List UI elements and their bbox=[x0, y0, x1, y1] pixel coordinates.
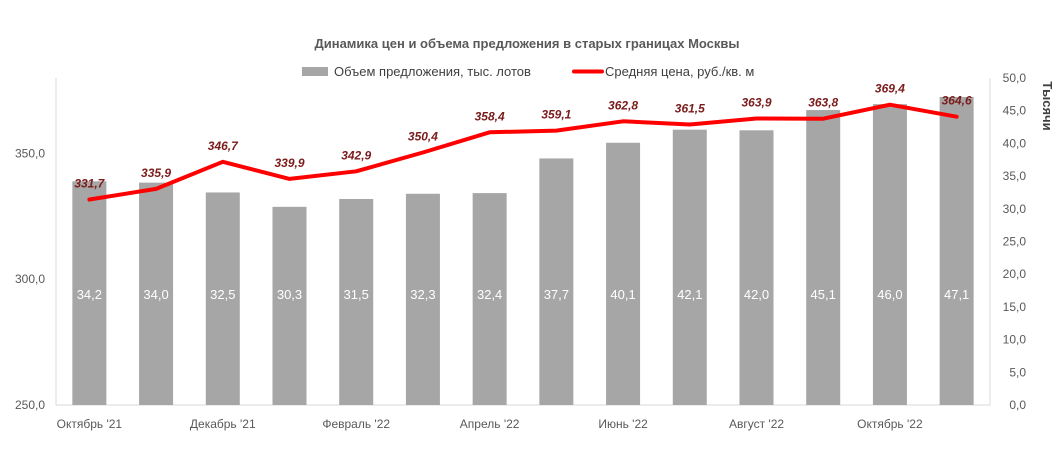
price-value-label: 335,9 bbox=[141, 166, 171, 180]
bar-value-label: 31,5 bbox=[344, 287, 369, 302]
right-tick-label: 10,0 bbox=[1003, 333, 1027, 347]
bar bbox=[139, 182, 174, 405]
legend-label-bars: Объем предложения, тыс. лотов bbox=[334, 64, 531, 79]
price-value-label: 350,4 bbox=[408, 129, 438, 143]
legend-label-line: Средняя цена, руб./кв. м bbox=[605, 64, 754, 79]
x-tick-label: Октябрь '21 bbox=[57, 417, 123, 431]
left-tick-label: 250,0 bbox=[15, 398, 45, 412]
price-value-label: 359,1 bbox=[541, 108, 571, 122]
right-tick-label: 25,0 bbox=[1003, 235, 1027, 249]
price-labels: 331,7 335,9 346,7 339,9 342,9 350,4 358,4 359,1… bbox=[74, 82, 972, 191]
bar bbox=[872, 104, 907, 405]
bar-labels: 34,2 34,0 32,5 30,3 31,5 32,3 32,4 37,7 40,1 42,1… bbox=[77, 287, 970, 302]
price-value-label: 369,4 bbox=[875, 82, 905, 96]
bar bbox=[472, 193, 507, 405]
bar-value-label: 37,7 bbox=[544, 287, 569, 302]
bar bbox=[72, 181, 107, 405]
bar bbox=[405, 193, 440, 405]
price-value-label: 342,9 bbox=[341, 148, 371, 162]
price-value-label: 362,8 bbox=[608, 98, 638, 112]
bar-value-label: 32,3 bbox=[410, 287, 435, 302]
right-tick-label: 40,0 bbox=[1003, 136, 1027, 150]
x-tick-label: Август '22 bbox=[729, 417, 784, 431]
chart-title: Динамика цен и объема предложения в стар… bbox=[314, 36, 739, 51]
legend: Объем предложения, тыс. лотов Средняя це… bbox=[302, 64, 754, 79]
price-value-label: 363,8 bbox=[808, 96, 838, 110]
bar-value-label: 42,1 bbox=[677, 287, 702, 302]
bar-value-label: 34,2 bbox=[77, 287, 102, 302]
bar-value-label: 34,0 bbox=[143, 287, 168, 302]
bar bbox=[272, 206, 307, 405]
bar-value-label: 47,1 bbox=[944, 287, 969, 302]
right-axis-ticks: 0,0 5,0 10,0 15,0 20,0 25,0 30,0 35,0 40,0 45,0 50… bbox=[1003, 71, 1027, 412]
bar bbox=[339, 198, 374, 405]
bar bbox=[205, 192, 240, 405]
price-value-label: 361,5 bbox=[675, 102, 705, 116]
left-tick-label: 300,0 bbox=[15, 272, 45, 286]
price-line bbox=[87, 102, 959, 202]
price-value-label: 339,9 bbox=[274, 156, 304, 170]
right-tick-label: 35,0 bbox=[1003, 169, 1027, 183]
price-value-label: 331,7 bbox=[74, 176, 105, 190]
bar-value-label: 30,3 bbox=[277, 287, 302, 302]
price-value-label: 346,7 bbox=[208, 139, 239, 153]
right-tick-label: 30,0 bbox=[1003, 202, 1027, 216]
bar-value-label: 45,1 bbox=[811, 287, 836, 302]
bar-value-label: 40,1 bbox=[610, 287, 635, 302]
bar-value-label: 32,4 bbox=[477, 287, 502, 302]
line-series bbox=[87, 102, 959, 202]
legend-swatch-bars bbox=[302, 67, 328, 76]
bar bbox=[939, 96, 974, 405]
x-tick-label: Октябрь '22 bbox=[857, 417, 923, 431]
price-value-label: 358,4 bbox=[475, 109, 505, 123]
bar bbox=[806, 110, 841, 406]
bar-series bbox=[72, 96, 974, 406]
x-tick-label: Декабрь '21 bbox=[190, 417, 256, 431]
x-tick-label: Апрель '22 bbox=[460, 417, 520, 431]
right-axis-title: Тысячи bbox=[1040, 81, 1055, 130]
right-tick-label: 15,0 bbox=[1003, 300, 1027, 314]
bar-value-label: 32,5 bbox=[210, 287, 235, 302]
x-axis-ticks: Октябрь '21 Декабрь '21 Февраль '22 Апрель … bbox=[57, 417, 923, 431]
bar-value-label: 46,0 bbox=[877, 287, 902, 302]
right-tick-label: 45,0 bbox=[1003, 104, 1027, 118]
right-tick-label: 20,0 bbox=[1003, 267, 1027, 281]
right-tick-label: 0,0 bbox=[1009, 398, 1026, 412]
right-tick-label: 5,0 bbox=[1009, 365, 1026, 379]
bar bbox=[606, 142, 641, 405]
x-tick-label: Февраль '22 bbox=[322, 417, 390, 431]
left-tick-label: 350,0 bbox=[15, 146, 45, 160]
x-tick-label: Июнь '22 bbox=[598, 417, 648, 431]
bar bbox=[672, 129, 707, 405]
right-tick-label: 50,0 bbox=[1003, 71, 1027, 85]
bar-value-label: 42,0 bbox=[744, 287, 769, 302]
bar bbox=[539, 158, 574, 405]
left-axis-ticks: 250,0 300,0 350,0 bbox=[15, 146, 45, 412]
price-value-label: 364,6 bbox=[942, 94, 972, 108]
bar bbox=[739, 130, 774, 405]
price-value-label: 363,9 bbox=[741, 95, 771, 109]
